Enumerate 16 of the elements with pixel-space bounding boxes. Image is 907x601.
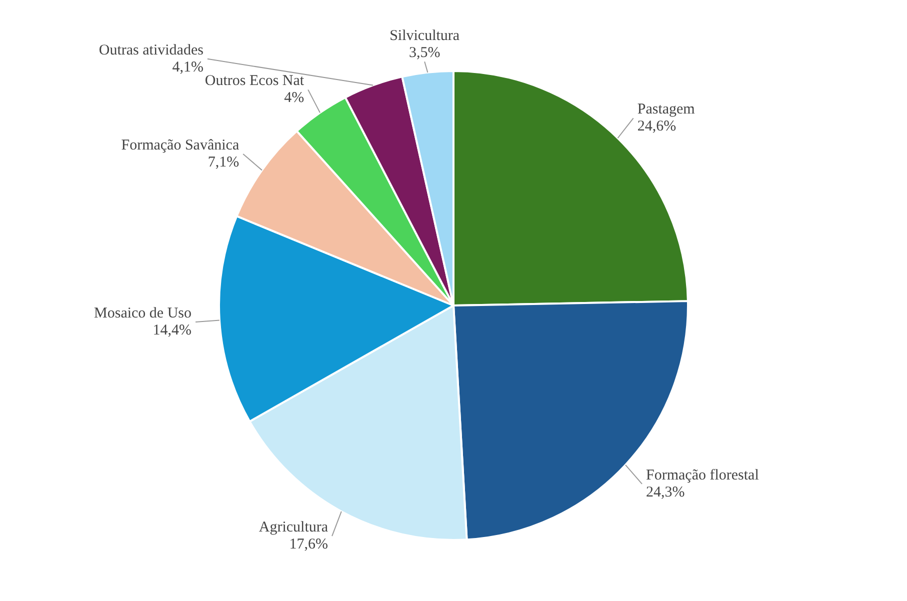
slice-label: Agricultura [258, 520, 328, 536]
data-label: 7,1% [208, 154, 240, 170]
slice-label: Outros Ecos Nat [204, 73, 305, 90]
data-label: 17,6% [289, 536, 328, 553]
slice-label: Formação Savânica [121, 137, 240, 154]
data-label: 24,3% [646, 484, 685, 500]
data-label: 4% [284, 90, 304, 106]
slice-label: Mosaico de Uso [94, 305, 192, 322]
slice-label: Outras atividades [98, 42, 204, 58]
slice-label: Pastagem [637, 102, 696, 118]
data-label: 3,5% [408, 45, 440, 62]
data-label: 24,6% [637, 118, 676, 135]
slice-label: Silvicultura [390, 28, 460, 44]
data-label: 4,1% [172, 59, 204, 76]
slice-label: Formação florestal [646, 467, 759, 484]
data-label: 14,4% [152, 322, 192, 338]
